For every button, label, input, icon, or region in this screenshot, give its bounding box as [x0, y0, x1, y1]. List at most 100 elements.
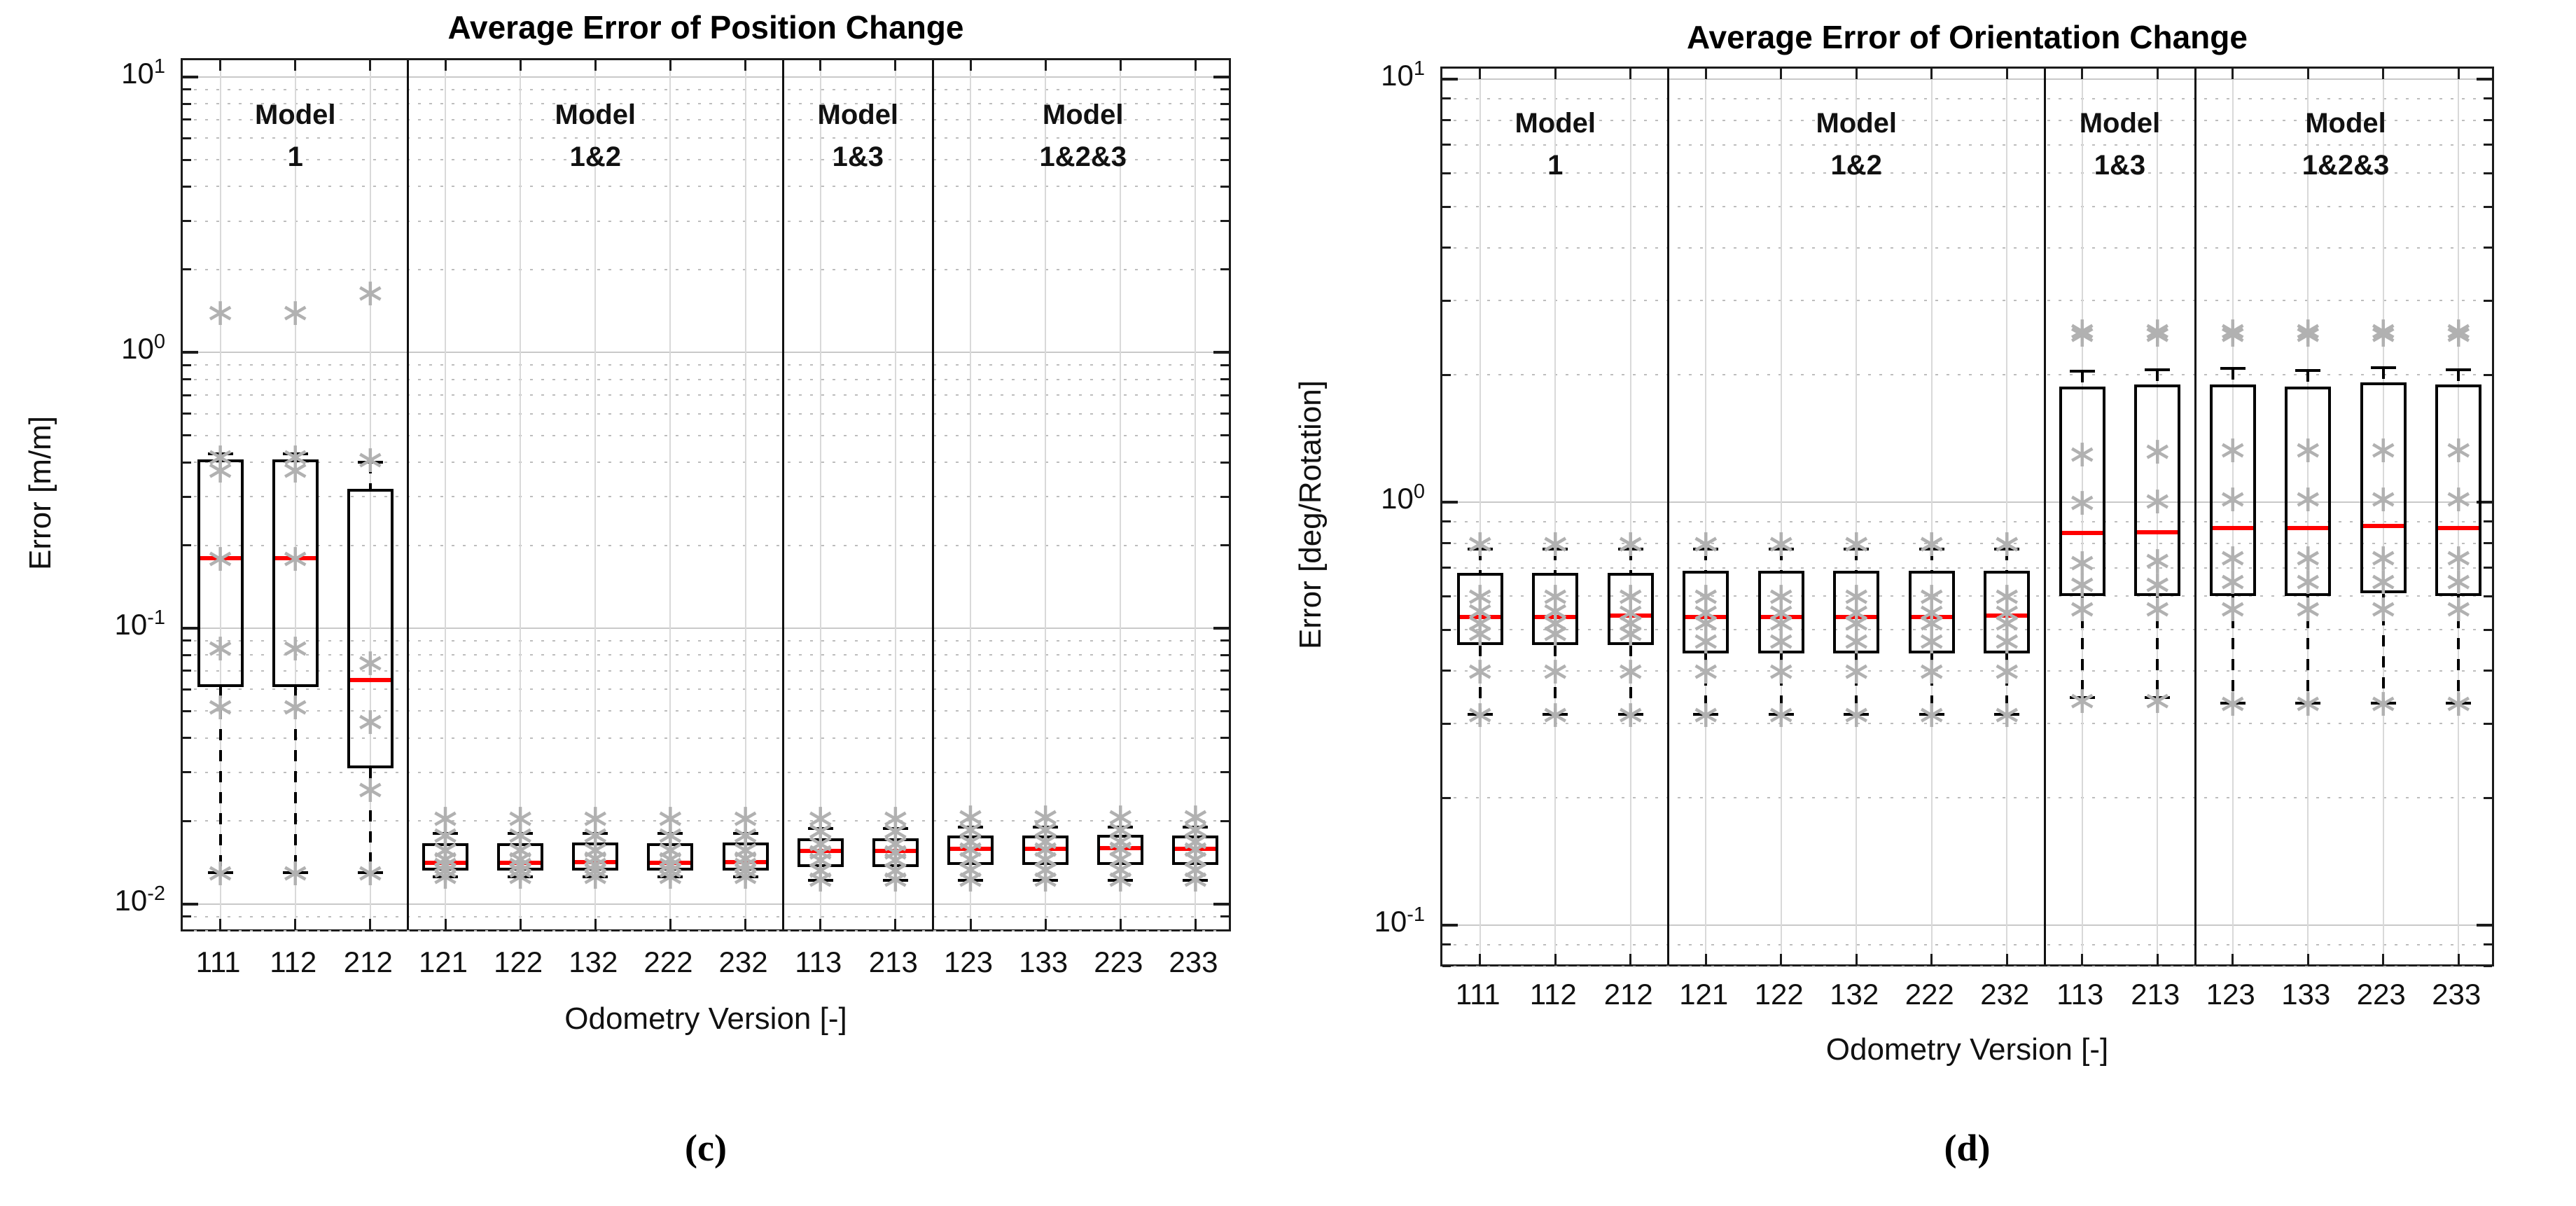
tick-y-left — [183, 544, 191, 546]
data-point-star: ∗ — [729, 848, 762, 891]
tick-x-bottom — [969, 919, 972, 929]
tick-x-top — [219, 60, 222, 71]
lower-whisker — [444, 871, 447, 878]
upper-whisker — [1629, 549, 1632, 574]
x-tick-label: 213 — [2131, 978, 2180, 1011]
tick-x-bottom — [894, 919, 897, 929]
tick-y-right — [1220, 88, 1229, 91]
tick-y-left — [1442, 172, 1451, 174]
x-tick-label: 121 — [1679, 978, 1729, 1011]
lower-whisker — [2306, 596, 2310, 704]
tick-y-left — [183, 378, 191, 381]
data-point-star: ∗ — [1464, 589, 1496, 632]
outlier-star: ∗ — [1916, 522, 1948, 564]
lower-whisker-cap — [1919, 713, 1944, 716]
x-tick-label: 132 — [1830, 978, 1879, 1011]
tick-x-top — [744, 60, 747, 71]
gridline-minor — [183, 434, 1229, 436]
box-132 — [572, 842, 619, 871]
tick-x-top — [1554, 69, 1557, 79]
data-point-star: ∗ — [2367, 478, 2400, 520]
data-point-star: ∗ — [279, 685, 312, 728]
lower-whisker — [2005, 653, 2009, 715]
data-point-star: ∗ — [729, 855, 762, 898]
category-gridline — [219, 60, 221, 929]
tick-y-left — [183, 915, 191, 918]
upper-whisker-cap — [1693, 548, 1719, 551]
gridline-minor — [1442, 629, 2492, 631]
tick-x-bottom — [1044, 919, 1047, 929]
x-axis-label-orientation: Odometry Version [-] — [1825, 1032, 2109, 1067]
tick-y-right — [2484, 299, 2492, 302]
upper-whisker — [2457, 369, 2460, 384]
tick-y-left — [183, 88, 191, 91]
category-gridline — [2382, 69, 2384, 964]
upper-whisker — [368, 462, 372, 490]
tick-y-right — [1220, 378, 1229, 381]
tick-x-top — [2457, 69, 2460, 79]
box-223 — [1097, 834, 1144, 866]
tick-y-left — [183, 185, 191, 188]
data-point-star: ∗ — [354, 851, 387, 894]
data-point-star: ∗ — [1690, 575, 1722, 618]
lower-whisker — [669, 871, 672, 878]
gridline-major — [183, 76, 1229, 78]
median-line — [875, 848, 916, 853]
category-gridline — [1705, 69, 1707, 964]
outlier-star: ∗ — [805, 796, 837, 839]
box-213 — [2134, 384, 2181, 597]
lower-whisker — [2381, 592, 2385, 704]
tick-x-bottom — [2081, 954, 2084, 964]
data-point-star: ∗ — [429, 848, 461, 891]
outlier-star: ∗ — [2442, 309, 2474, 352]
tick-y-right — [2484, 373, 2492, 376]
y-axis-label-position: Error [m/m] — [23, 415, 57, 570]
data-point-star: ∗ — [1179, 837, 1212, 880]
tick-y-left — [1442, 595, 1451, 597]
data-point-star: ∗ — [2066, 433, 2098, 476]
box-232 — [1984, 570, 2031, 653]
tick-y-right — [1220, 268, 1229, 271]
lower-whisker-cap — [1693, 713, 1719, 716]
data-point-star: ∗ — [1991, 591, 2023, 634]
tick-y-right — [1220, 709, 1229, 712]
data-point-star: ∗ — [2442, 560, 2474, 603]
data-point-star: ∗ — [1916, 601, 1948, 644]
lower-whisker-cap — [2220, 702, 2246, 705]
upper-whisker — [2306, 370, 2310, 387]
x-tick-label: 133 — [1019, 945, 1068, 978]
tick-y-right — [2484, 97, 2492, 100]
data-point-star: ∗ — [2442, 682, 2474, 725]
data-point-star: ∗ — [1615, 649, 1647, 692]
tick-y-right — [1220, 137, 1229, 139]
tick-y-left — [183, 688, 191, 691]
group-label: Model 1&2 — [1816, 108, 1898, 181]
upper-whisker-cap — [1033, 825, 1059, 829]
median-line — [274, 555, 316, 560]
tick-y-left — [183, 434, 191, 437]
tick-y-left — [1442, 670, 1451, 672]
tick-x-top — [2232, 69, 2234, 79]
gridline-minor — [1442, 247, 2492, 249]
box-121 — [1683, 570, 1729, 653]
data-point-star: ∗ — [1539, 601, 1571, 644]
x-tick-label: 122 — [1754, 978, 1804, 1011]
data-point-star: ∗ — [1991, 620, 2023, 663]
upper-whisker — [218, 453, 222, 459]
upper-whisker — [1044, 826, 1047, 836]
median-line — [1610, 613, 1651, 618]
box-113 — [2059, 386, 2105, 597]
tick-y-left — [1442, 373, 1451, 376]
lower-whisker — [1194, 865, 1197, 880]
median-line — [349, 677, 391, 682]
data-point-star: ∗ — [879, 838, 912, 881]
x-tick-label: 232 — [1980, 978, 2030, 1011]
data-point-star: ∗ — [1916, 522, 1948, 564]
gridline-minor — [183, 496, 1229, 498]
tick-x-top — [1629, 69, 1632, 79]
box-133 — [1022, 835, 1069, 866]
gridline-minor — [1442, 595, 2492, 597]
data-point-star: ∗ — [2141, 479, 2173, 522]
data-point-star: ∗ — [2217, 560, 2249, 603]
upper-whisker — [744, 833, 747, 843]
